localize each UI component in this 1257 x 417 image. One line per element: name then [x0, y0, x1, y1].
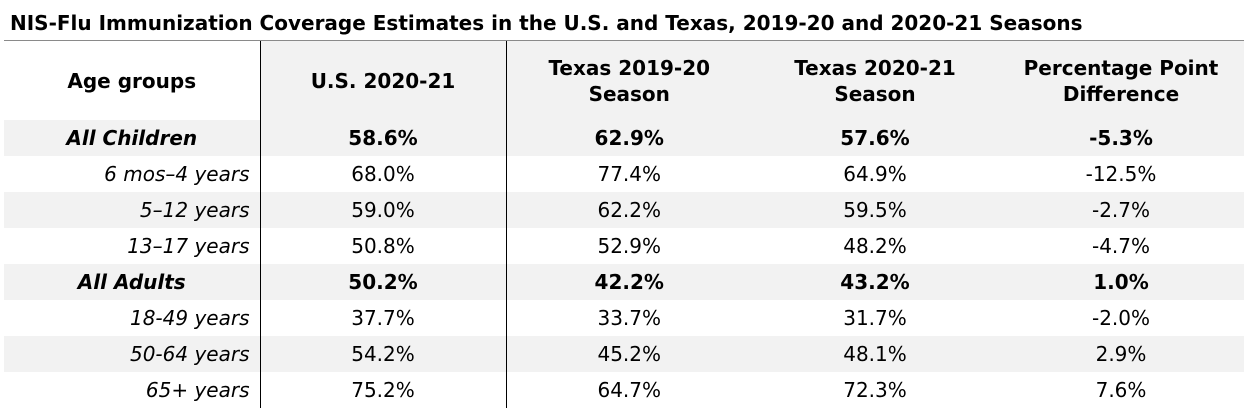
- row-label: All Adults: [4, 264, 261, 300]
- header-texas-2019-20-line2: Season: [588, 81, 670, 106]
- header-us-2020-21: U.S. 2020-21: [260, 41, 507, 120]
- cell-tx1920: 64.7%: [597, 378, 662, 402]
- cell-us: 58.6%: [260, 120, 507, 156]
- cell-tx2021: 31.7%: [843, 306, 907, 330]
- cell-tx2021: 48.1%: [752, 336, 998, 372]
- table-title: NIS-Flu Immunization Coverage Estimates …: [10, 11, 1083, 35]
- header-age-groups: Age groups: [4, 41, 261, 120]
- cell-diff: -5.3%: [998, 120, 1244, 156]
- cell-tx2021: 64.9%: [843, 162, 907, 186]
- cell-us: 50.8%: [260, 228, 507, 264]
- cell-diff: -2.7%: [998, 192, 1244, 228]
- cell-us: 54.2%: [260, 336, 507, 372]
- table-row: 65+ years 75.2% 64.7% 72.3% 7.6%: [4, 372, 1244, 408]
- header-texas-2020-21-line2: Season: [834, 81, 916, 106]
- cell-diff: 1.0%: [998, 264, 1244, 300]
- cell-tx1920: 33.7%: [597, 306, 662, 330]
- header-texas-2020-21: Texas 2020-21 Season: [752, 41, 998, 120]
- table-row: 6 mos–4 years 68.0% 77.4% 64.9% -12.5%: [4, 156, 1244, 192]
- cell-us: 50.2%: [260, 264, 507, 300]
- header-percentage-point-difference: Percentage Point Difference: [998, 41, 1244, 120]
- cell-diff: 2.9%: [998, 336, 1244, 372]
- table-row: 18-49 years 37.7% 33.7% 31.7% -2.0%: [4, 300, 1244, 336]
- header-texas-2019-20: Texas 2019-20 Season: [506, 41, 752, 120]
- cell-tx1920: 52.9%: [597, 234, 662, 258]
- cell-tx1920: 42.2%: [506, 264, 752, 300]
- row-label: 50-64 years: [4, 336, 261, 372]
- cell-us: 59.0%: [260, 192, 507, 228]
- row-label: 18-49 years: [4, 300, 261, 336]
- cell-tx1920: 62.9%: [506, 120, 752, 156]
- cell-tx2021: 48.2%: [843, 234, 907, 258]
- title-divider: [4, 40, 1244, 41]
- table-row: All Adults 50.2% 42.2% 43.2% 1.0%: [4, 264, 1244, 300]
- cell-tx2021: 72.3%: [843, 378, 907, 402]
- row-label: 13–17 years: [4, 228, 261, 264]
- header-difference-line1: Percentage Point: [1023, 55, 1219, 80]
- cell-diff: -4.7%: [1091, 234, 1151, 258]
- header-difference-line2: Difference: [1062, 81, 1180, 106]
- row-label: 5–12 years: [4, 192, 261, 228]
- cell-us: 75.2%: [260, 372, 507, 408]
- cell-us: 37.7%: [260, 300, 507, 336]
- cell-tx2021: 43.2%: [752, 264, 998, 300]
- row-label: All Children: [4, 120, 261, 156]
- cell-tx2021: 57.6%: [752, 120, 998, 156]
- cell-tx1920: 77.4%: [597, 162, 662, 186]
- cell-diff: -2.0%: [1091, 306, 1151, 330]
- table-row: 50-64 years 54.2% 45.2% 48.1% 2.9%: [4, 336, 1244, 372]
- cell-tx2021: 59.5%: [752, 192, 998, 228]
- cell-tx1920: 45.2%: [506, 336, 752, 372]
- header-row: Age groups U.S. 2020-21 Texas 2019-20 Se…: [4, 41, 1244, 120]
- cell-diff: -12.5%: [1085, 162, 1157, 186]
- cell-us: 68.0%: [260, 156, 507, 192]
- coverage-table: Age groups U.S. 2020-21 Texas 2019-20 Se…: [4, 41, 1245, 408]
- table-row: 13–17 years 50.8% 52.9% 48.2% -4.7%: [4, 228, 1244, 264]
- row-label: 65+ years: [4, 372, 261, 408]
- table-row: All Children 58.6% 62.9% 57.6% -5.3%: [4, 120, 1244, 156]
- header-texas-2019-20-line1: Texas 2019-20: [548, 55, 711, 80]
- header-texas-2020-21-line1: Texas 2020-21: [794, 55, 956, 80]
- cell-tx1920: 62.2%: [506, 192, 752, 228]
- table-row: 5–12 years 59.0% 62.2% 59.5% -2.7%: [4, 192, 1244, 228]
- row-label: 6 mos–4 years: [4, 156, 261, 192]
- cell-diff: 7.6%: [1095, 378, 1147, 402]
